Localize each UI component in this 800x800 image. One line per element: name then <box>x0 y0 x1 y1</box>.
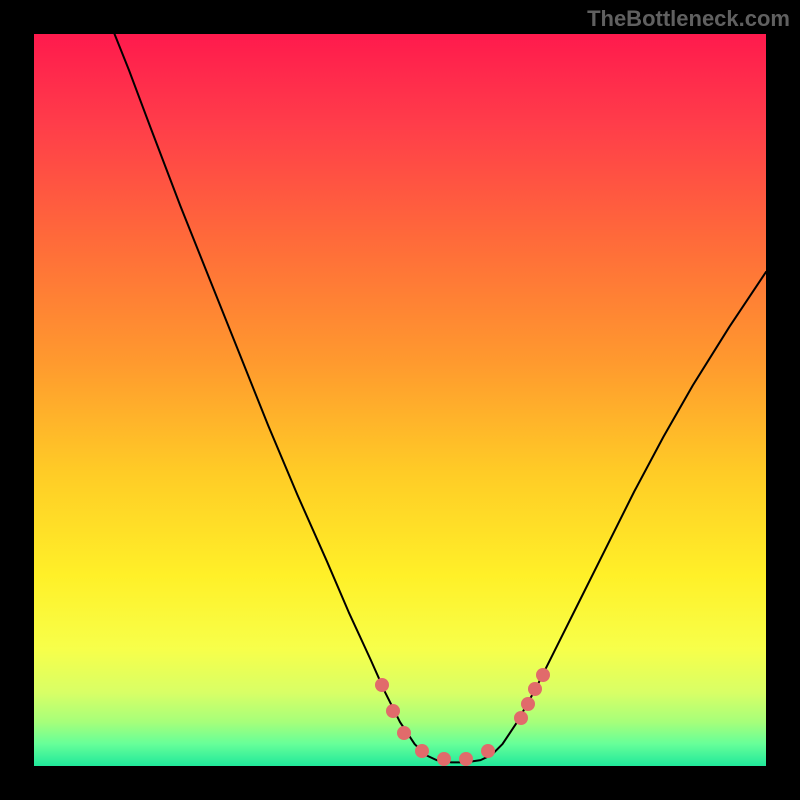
curve-marker <box>521 697 535 711</box>
curve-marker <box>375 678 389 692</box>
curve-marker <box>415 744 429 758</box>
curve-marker <box>528 682 542 696</box>
curve-marker <box>397 726 411 740</box>
curve-marker <box>437 752 451 766</box>
curve-marker <box>481 744 495 758</box>
bottleneck-curve <box>34 34 766 766</box>
curve-marker <box>386 704 400 718</box>
curve-marker <box>459 752 473 766</box>
plot-area <box>34 34 766 766</box>
watermark-text: TheBottleneck.com <box>587 6 790 32</box>
curve-marker <box>536 668 550 682</box>
curve-marker <box>514 711 528 725</box>
